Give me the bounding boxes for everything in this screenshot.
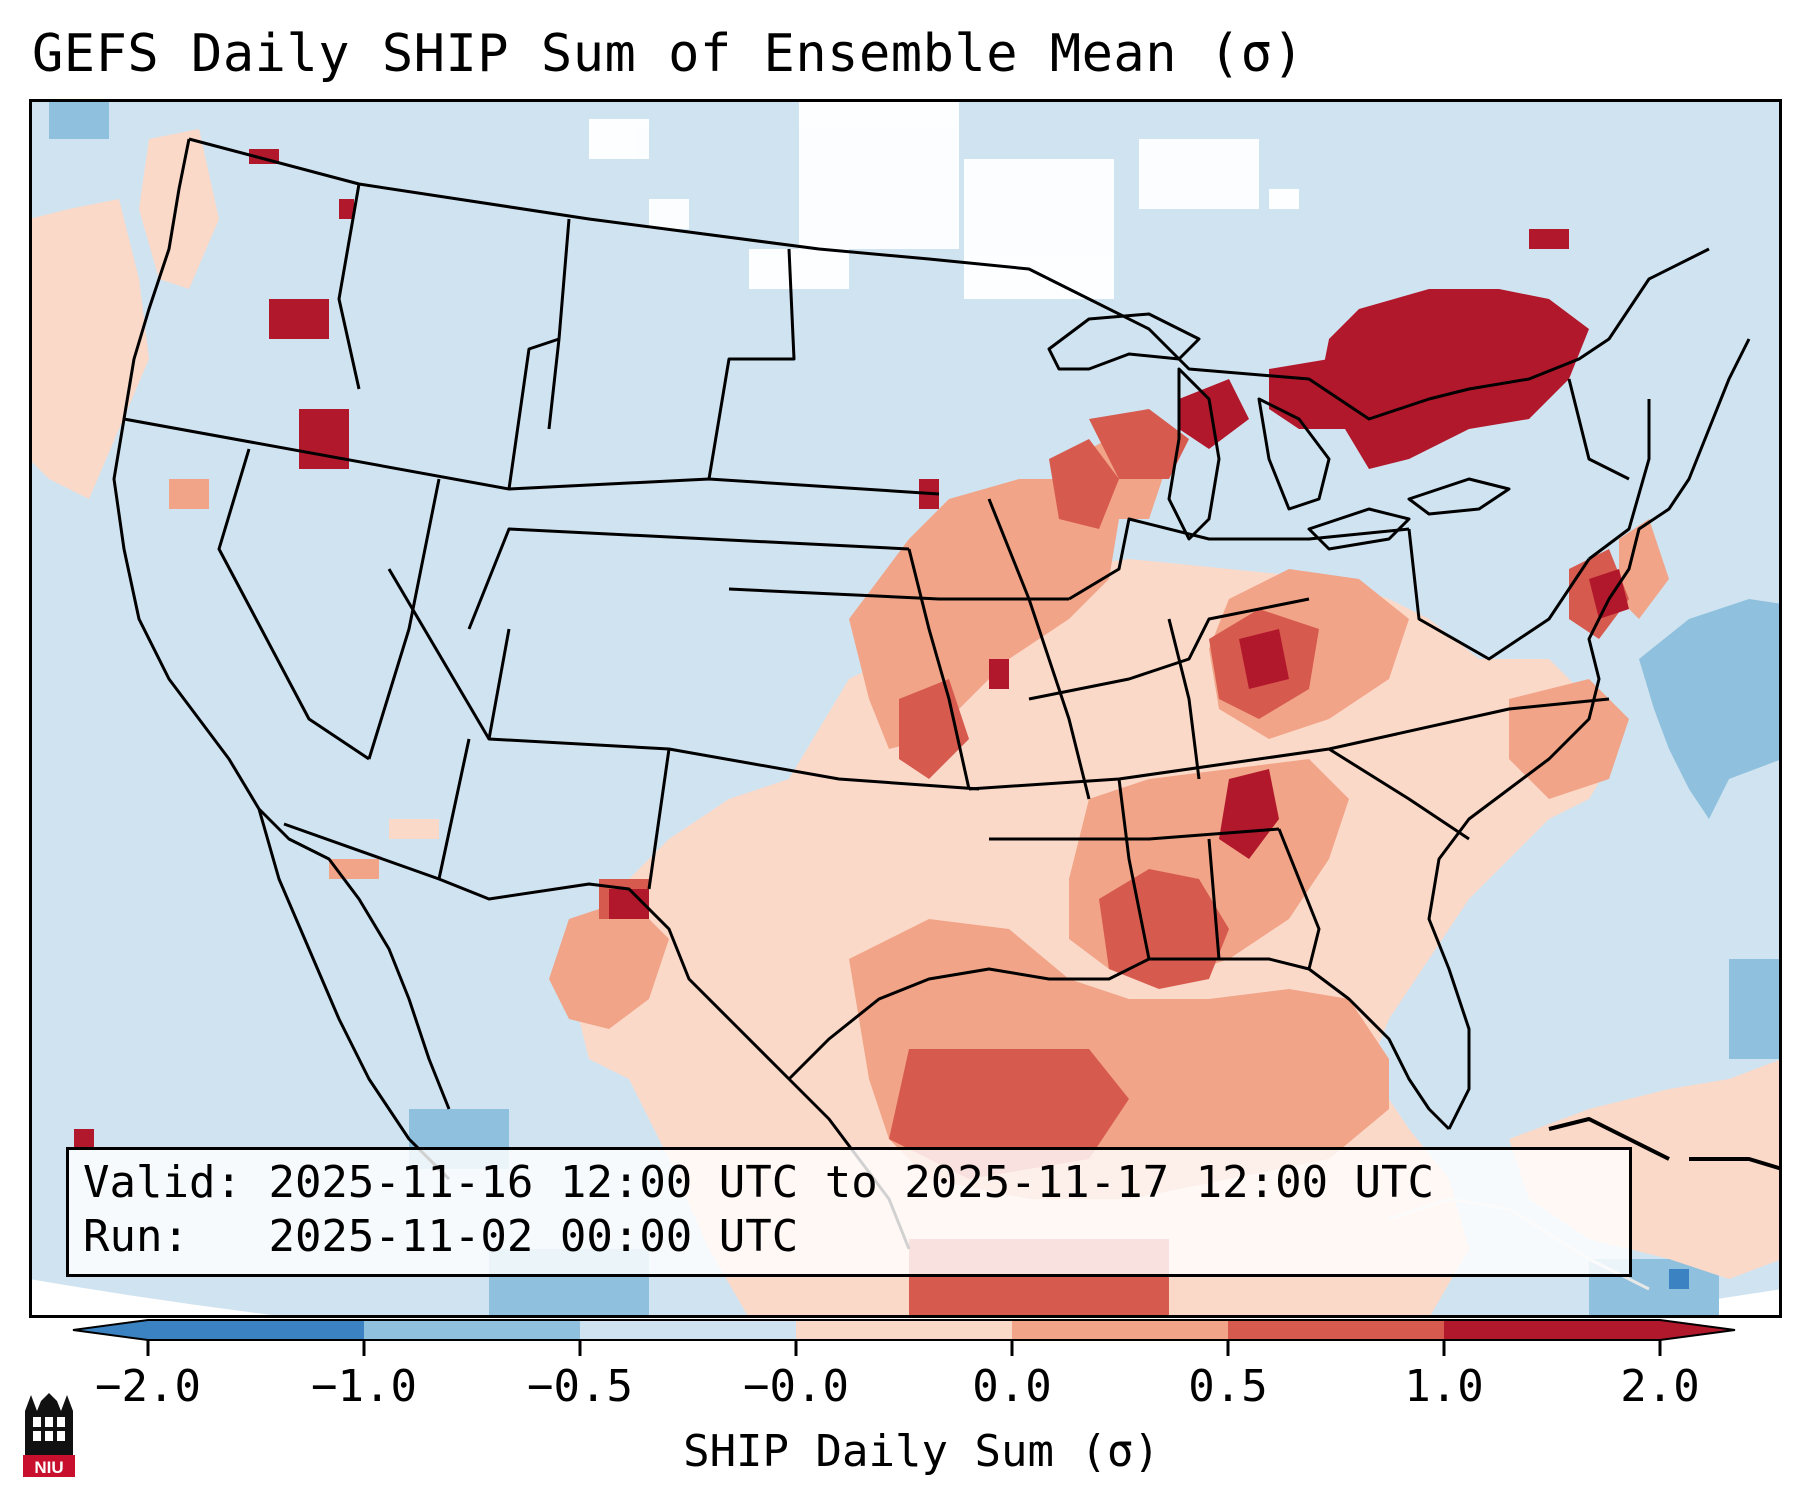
svg-text:NIU: NIU [34, 1458, 63, 1477]
colorbar-tick-label: −0.0 [743, 1361, 849, 1412]
colorbar-segment [148, 1320, 365, 1340]
colorbar-tick-label: −2.0 [95, 1361, 201, 1412]
colorbar-segment [1012, 1320, 1229, 1340]
neutral-patches [589, 99, 1299, 299]
valid-label: Valid: [83, 1157, 242, 1208]
run-label: Run: [83, 1211, 189, 1262]
valid-time-range: 2025-11-16 12:00 UTC to 2025-11-17 12:00… [268, 1157, 1435, 1208]
colorbar-tick-label: −0.5 [527, 1361, 633, 1412]
colorbar-extend-high [1660, 1320, 1735, 1340]
niu-logo-icon: NIU [23, 1393, 75, 1477]
above-normal-strong [599, 409, 1629, 1318]
colorbar-tick-label: −1.0 [311, 1361, 417, 1412]
colorbar-segment [796, 1320, 1013, 1340]
colorbar-segment [580, 1320, 797, 1340]
colorbar-label: SHIP Daily Sum (σ) [683, 1426, 1160, 1477]
colorbar-extend-low [73, 1320, 148, 1340]
map-panel [29, 99, 1782, 1318]
valid-run-info-box: Valid: 2025-11-16 12:00 UTC to 2025-11-1… [66, 1147, 1632, 1277]
colorbar-tick-label: 1.0 [1404, 1361, 1484, 1412]
colorbar [72, 1319, 1736, 1356]
run-time: 2025-11-02 00:00 UTC [268, 1211, 799, 1262]
colorbar-tick-label: 2.0 [1620, 1361, 1700, 1412]
colorbar-segment [1228, 1320, 1445, 1340]
colorbar-segment [364, 1320, 581, 1340]
boundaries [112, 137, 1782, 1250]
colorbar-segments [72, 1319, 1736, 1341]
colorbar-tick-label: 0.0 [972, 1361, 1052, 1412]
colorbar-tick-label: 0.5 [1188, 1361, 1268, 1412]
map-title: GEFS Daily SHIP Sum of Ensemble Mean (σ) [32, 24, 1305, 84]
colorbar-segment [1444, 1320, 1661, 1340]
colorbar-ticks [146, 1340, 1662, 1356]
